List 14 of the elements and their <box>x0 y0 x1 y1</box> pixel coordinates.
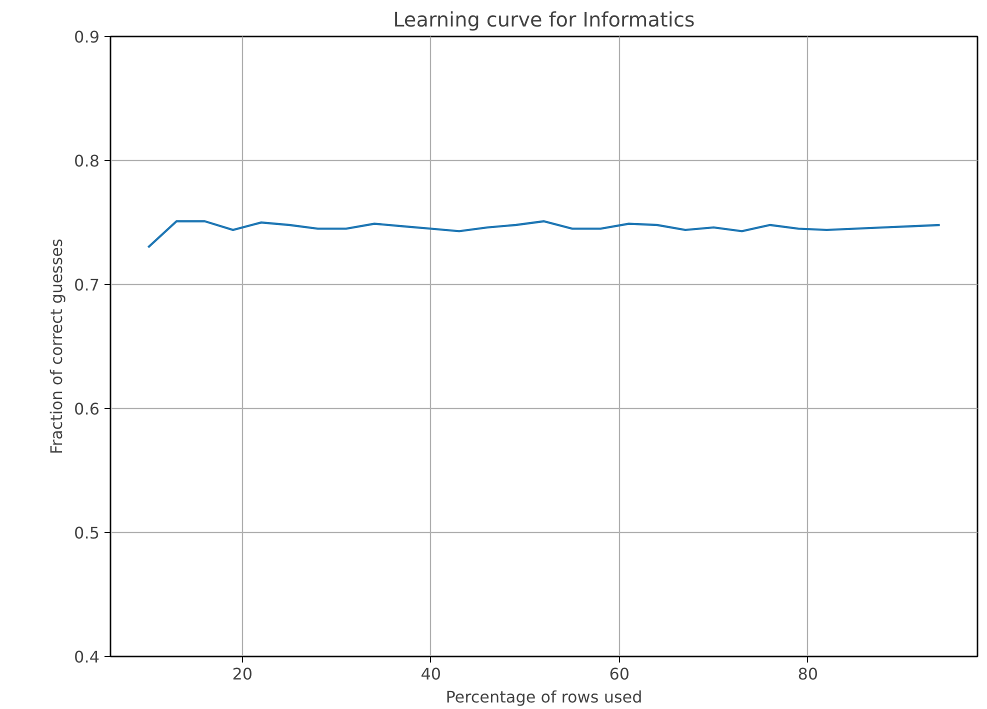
x-tick-label: 80 <box>798 664 818 684</box>
chart-title: Learning curve for Informatics <box>393 8 695 32</box>
y-tick-label: 0.9 <box>74 28 100 46</box>
x-tick-label: 60 <box>609 664 630 684</box>
line-series <box>147 220 941 248</box>
x-tick-label: 40 <box>420 664 442 684</box>
x-tick-label: 20 <box>232 664 253 684</box>
y-tick-label: 0.6 <box>74 400 100 418</box>
y-tick-label: 0.4 <box>74 648 100 666</box>
y-axis-title: Fraction of correct guesses <box>47 238 66 454</box>
y-tick-label: 0.5 <box>74 524 100 542</box>
y-tick-label: 0.8 <box>74 152 100 170</box>
x-axis-title: Percentage of rows used <box>446 688 642 706</box>
y-tick-label: 0.7 <box>74 276 100 294</box>
